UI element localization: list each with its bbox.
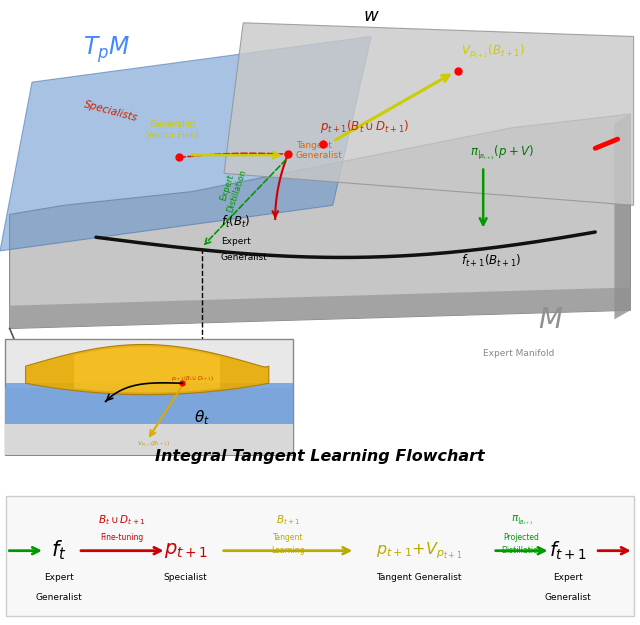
Text: $f_t$: $f_t$ (51, 539, 67, 562)
Polygon shape (10, 288, 630, 329)
Text: $f_{t+1}(B_{t+1})$: $f_{t+1}(B_{t+1})$ (461, 253, 521, 269)
Text: $p_{t+1}{+}V_{p_{t+1}}$: $p_{t+1}{+}V_{p_{t+1}}$ (376, 541, 462, 561)
Text: Tangent
Generalist: Tangent Generalist (296, 141, 342, 160)
Polygon shape (74, 347, 220, 392)
Text: Expert: Expert (554, 572, 583, 582)
Text: Tangent: Tangent (273, 532, 303, 542)
Polygon shape (5, 388, 293, 456)
Text: $B_t \cup D_{t+1}$: $B_t \cup D_{t+1}$ (99, 513, 146, 527)
Text: $p_{t+1}(B_t \cup D_{t+1})$: $p_{t+1}(B_t \cup D_{t+1})$ (171, 374, 213, 382)
Text: Expert
Distillation: Expert Distillation (216, 165, 248, 214)
Polygon shape (0, 36, 371, 251)
Text: $p_{t+1}(B_t \cup D_{t+1})$: $p_{t+1}(B_t \cup D_{t+1})$ (320, 118, 410, 135)
Text: $f_{t+1}$: $f_{t+1}$ (549, 539, 588, 562)
Polygon shape (614, 114, 630, 319)
Text: $\theta_t$: $\theta_t$ (194, 408, 209, 427)
Text: Generalist: Generalist (35, 592, 83, 602)
Text: $T_pM$: $T_pM$ (83, 34, 131, 65)
Text: Integral Tangent Learning Flowchart: Integral Tangent Learning Flowchart (155, 449, 485, 464)
Text: Generalist: Generalist (221, 253, 268, 262)
Text: Projected: Projected (504, 532, 540, 542)
Text: $M$: $M$ (538, 306, 563, 334)
Text: $w$: $w$ (363, 6, 380, 24)
Text: $V_{p_{t+1}}(B_{t+1})$: $V_{p_{t+1}}(B_{t+1})$ (461, 43, 525, 61)
Polygon shape (224, 22, 634, 205)
FancyBboxPatch shape (6, 496, 634, 616)
Polygon shape (10, 114, 630, 329)
Text: $p_{t+1}$: $p_{t+1}$ (164, 541, 207, 560)
Text: Generalist: Generalist (545, 592, 592, 602)
Text: $B_{t+1}$: $B_{t+1}$ (276, 513, 300, 527)
Polygon shape (26, 344, 269, 394)
Text: $V_{p_{t+1}}(B_{t+1})$: $V_{p_{t+1}}(B_{t+1})$ (137, 440, 170, 450)
Text: Expert: Expert (44, 572, 74, 582)
Text: $f_t(B_t)$: $f_t(B_t)$ (221, 214, 250, 230)
Text: Learning: Learning (271, 546, 305, 555)
Text: Generalist
Vector Field: Generalist Vector Field (147, 121, 199, 140)
Text: $\pi_{|_{B_{t+1}}}$: $\pi_{|_{B_{t+1}}}$ (511, 513, 532, 527)
Text: Specialists: Specialists (83, 99, 139, 123)
Text: Expert: Expert (221, 237, 250, 246)
FancyBboxPatch shape (5, 339, 293, 456)
Text: Tangent Generalist: Tangent Generalist (376, 572, 462, 582)
Text: $\pi_{|_{B_{t+1}}}(p+V)$: $\pi_{|_{B_{t+1}}}(p+V)$ (470, 143, 534, 162)
Text: Specialist: Specialist (164, 572, 207, 582)
Text: Distillation: Distillation (500, 546, 543, 555)
Text: Expert Manifold: Expert Manifold (483, 349, 554, 358)
Text: Fine-tuning: Fine-tuning (100, 534, 144, 542)
Polygon shape (5, 383, 293, 424)
